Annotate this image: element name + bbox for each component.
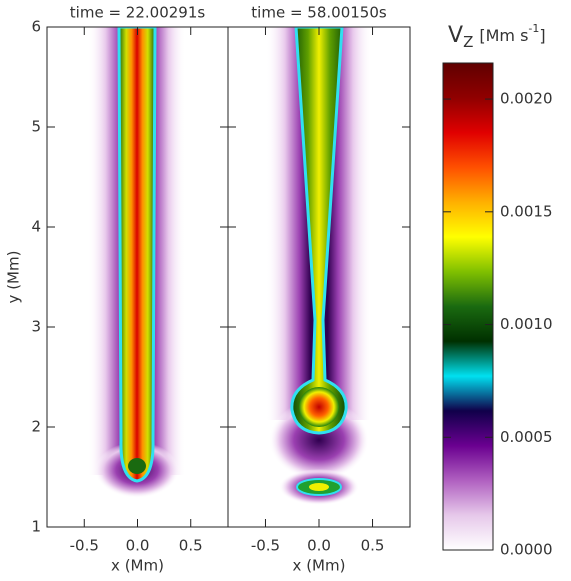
x-tick-label: 0.0 (307, 537, 331, 555)
colorbar (442, 62, 494, 551)
colorbar-tick-label: 0.0000 (500, 541, 553, 559)
x-axis-label: x (Mm) (293, 557, 346, 575)
x-axis-label: x (Mm) (111, 557, 164, 575)
x-tick-label: 0.5 (361, 537, 385, 555)
panel-title: time = 58.00150s (251, 4, 387, 22)
y-tick-label: 2 (31, 418, 41, 436)
x-tick-label: -0.5 (251, 537, 280, 555)
panel-title: time = 22.00291s (70, 4, 206, 22)
heatmap-field (266, 27, 372, 505)
colorbar-tick-label: 0.0020 (500, 90, 553, 108)
colorbar-label: VZ [Mm s-1] (448, 22, 546, 51)
colorbar-tick-label: 0.0010 (500, 315, 553, 333)
y-tick-label: 1 (31, 518, 41, 536)
heatmap-field (88, 27, 186, 498)
x-tick-label: 0.5 (179, 537, 203, 555)
x-tick-label: 0.0 (126, 537, 150, 555)
y-tick-label: 5 (31, 118, 41, 136)
y-axis-label: y (Mm) (5, 251, 23, 304)
colorbar-tick-label: 0.0015 (500, 202, 553, 220)
y-tick-label: 6 (31, 18, 41, 36)
colorbar-tick-label: 0.0005 (500, 428, 553, 446)
y-tick-label: 3 (31, 318, 41, 336)
x-tick-label: -0.5 (70, 537, 99, 555)
y-tick-label: 4 (31, 218, 41, 236)
